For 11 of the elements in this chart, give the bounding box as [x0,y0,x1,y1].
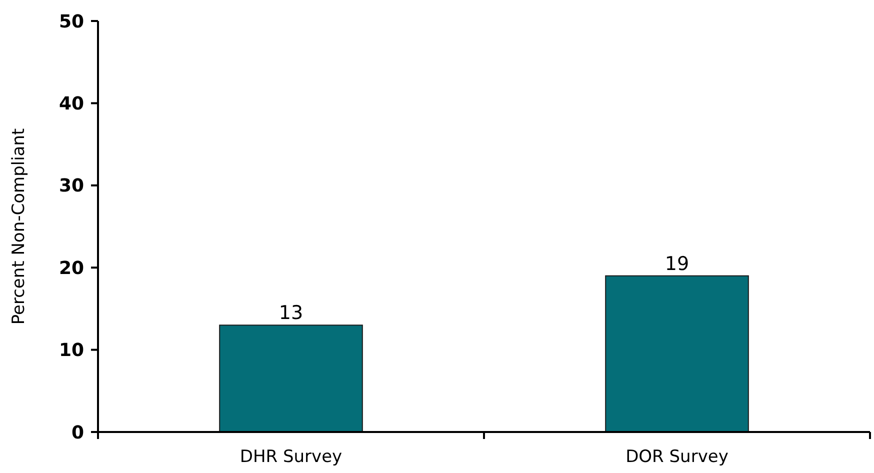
x-tick-label: DOR Survey [626,447,728,467]
data-label: 13 [278,302,304,324]
x-tick-label: DHR Survey [240,447,342,467]
y-tick-label: 0 [71,422,84,444]
y-tick-label: 10 [58,340,84,362]
y-tick-label: 30 [58,176,84,197]
y-tick-label: 40 [58,94,84,114]
y-tick-label: 20 [58,258,84,279]
y-axis-title: Percent Non-Compliant [9,128,29,325]
y-tick-label: 50 [58,11,84,32]
data-label: 19 [664,252,690,275]
